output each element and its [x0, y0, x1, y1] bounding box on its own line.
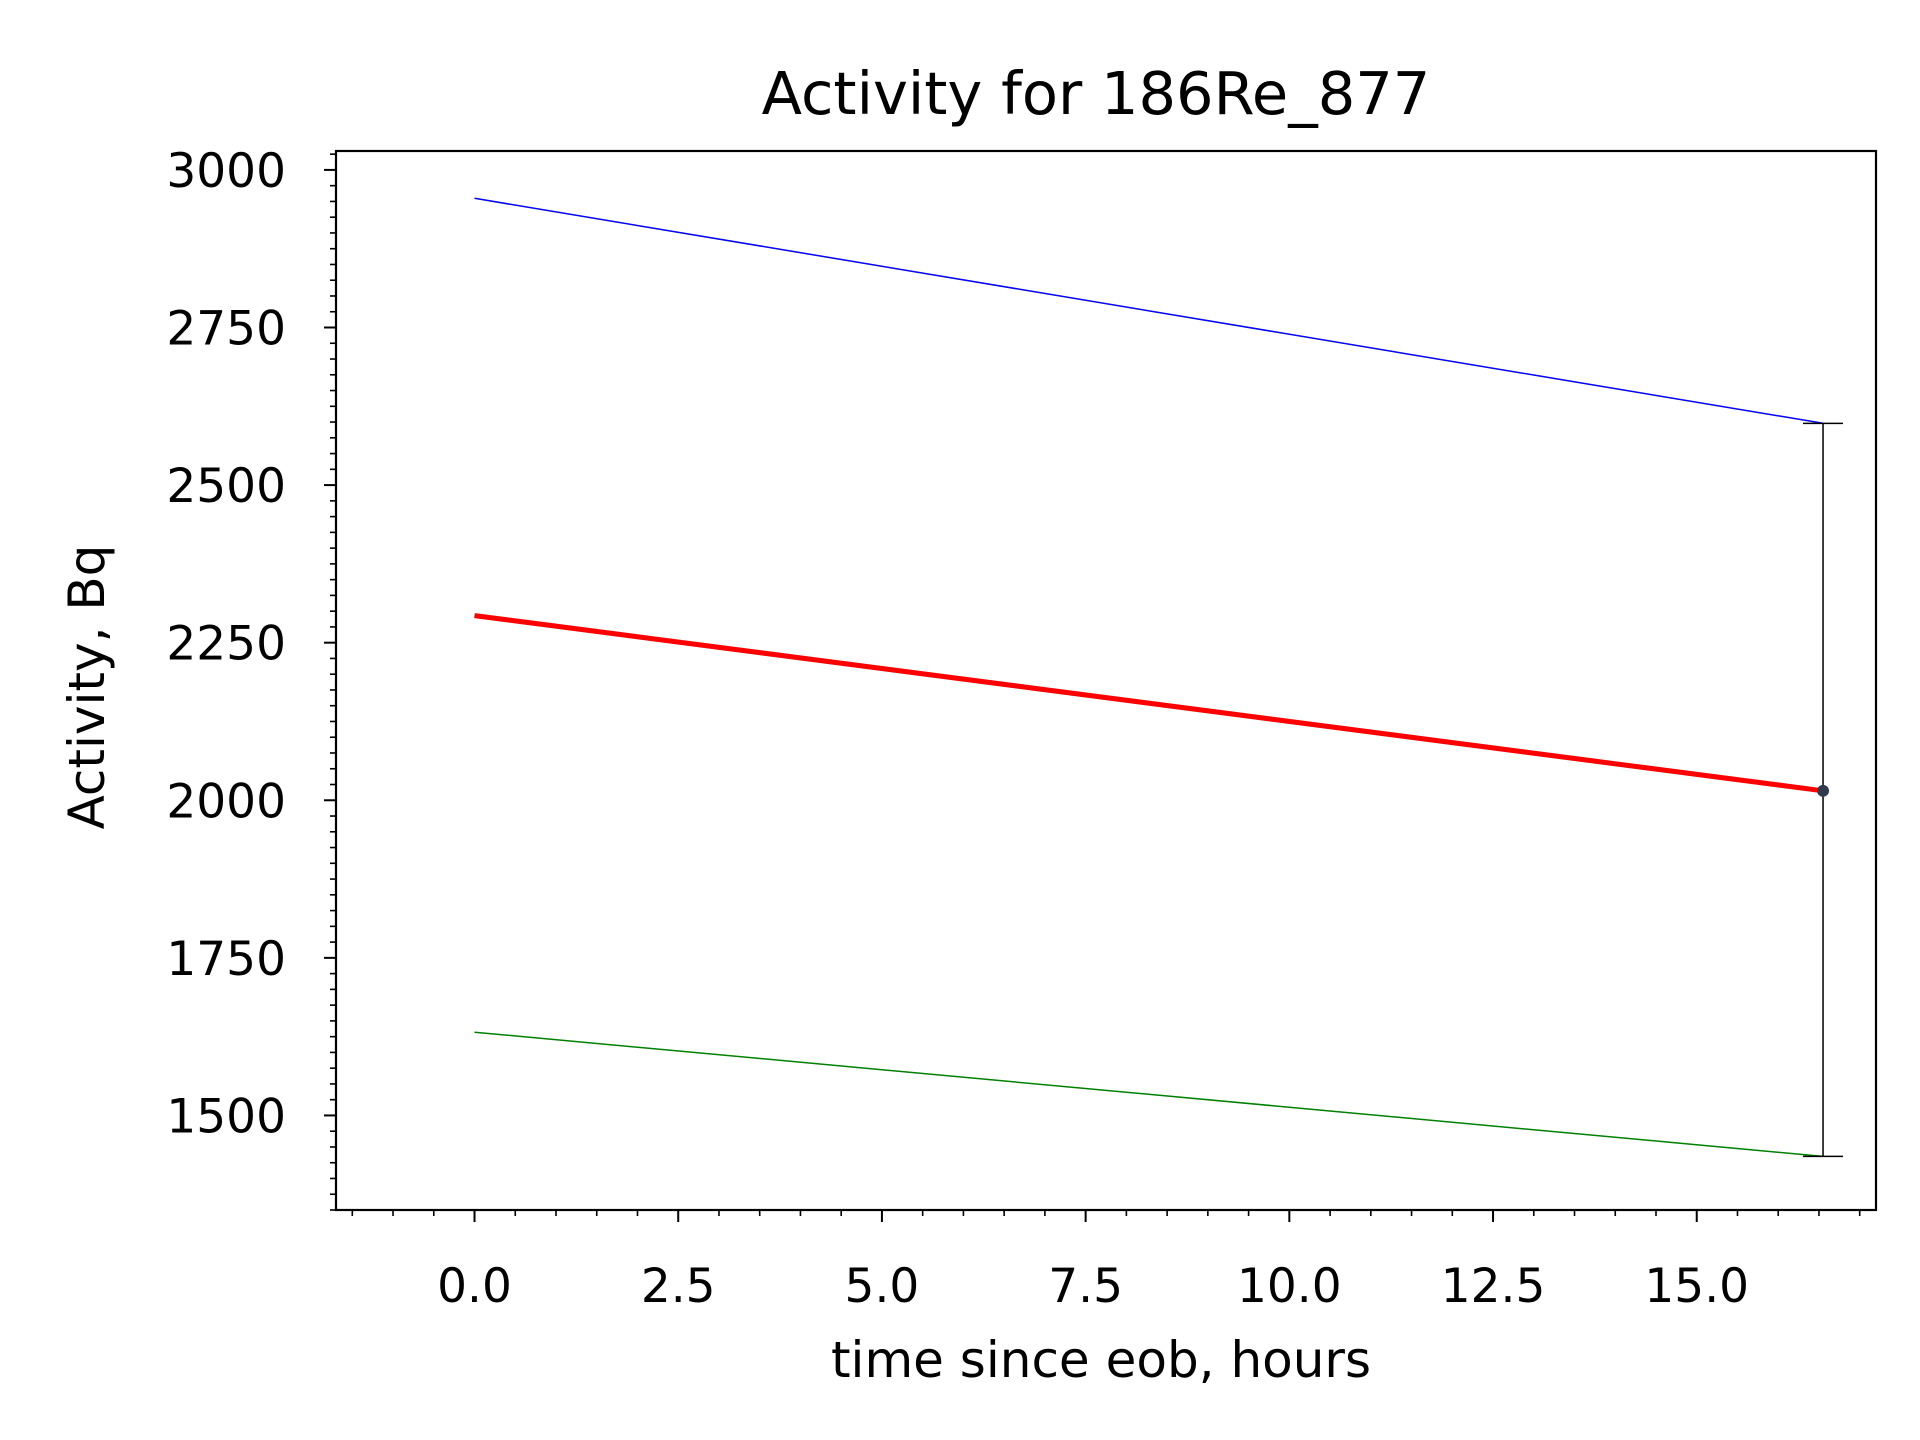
y-tick-label: 2000 [166, 774, 286, 829]
axis-ticks: 0.0 2.5 5.0 7.5 10.0 12.5 15.0 1500 1750 2000 2250… [166, 144, 1861, 1314]
plot-frame [334, 149, 1878, 1212]
y-tick-label: 1500 [166, 1089, 286, 1144]
x-tick-label: 12.5 [1441, 1259, 1546, 1314]
y-tick-label: 2250 [166, 617, 286, 672]
y-tick-label: 1750 [166, 932, 286, 987]
error-bar-group [1803, 422, 1844, 1158]
x-tick-label: 5.0 [845, 1259, 920, 1314]
series-layer [474, 197, 1824, 1158]
y-axis-label: Activity, Bq [58, 545, 116, 830]
chart-title: Activity for 186Re_877 [762, 59, 1431, 128]
y-tick-label: 2500 [166, 459, 286, 514]
x-axis-label: time since eob, hours [831, 1331, 1371, 1389]
x-tick-label: 10.0 [1237, 1259, 1342, 1314]
series-line-1 [474, 613, 1824, 794]
x-tick-label: 0.0 [437, 1259, 512, 1314]
data-point-marker [1817, 784, 1830, 797]
x-tick-label: 2.5 [641, 1259, 716, 1314]
y-tick-label: 3000 [166, 144, 286, 199]
series-line-2 [474, 1031, 1824, 1158]
series-line-0 [474, 197, 1824, 425]
x-tick-label: 15.0 [1644, 1259, 1749, 1314]
y-tick-label: 2750 [166, 302, 286, 357]
x-tick-label: 7.5 [1048, 1259, 1123, 1314]
